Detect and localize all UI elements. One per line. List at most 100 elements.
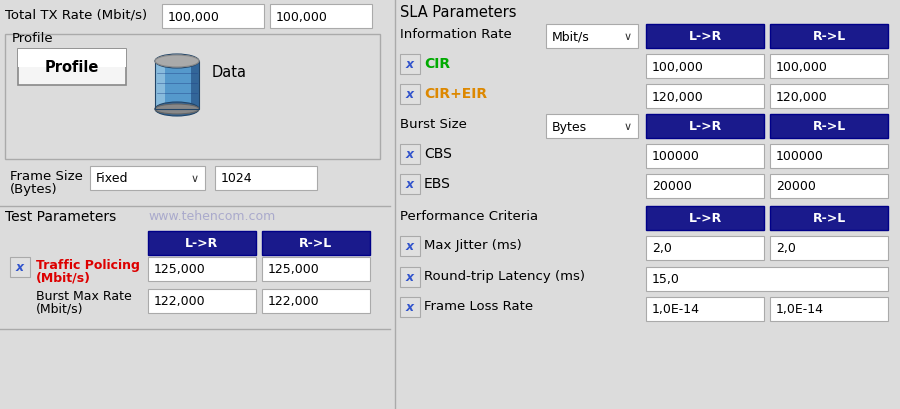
Bar xyxy=(215,166,317,191)
Text: 100000: 100000 xyxy=(652,150,700,163)
Text: x: x xyxy=(406,240,414,253)
Bar xyxy=(546,115,638,139)
Text: 2,0: 2,0 xyxy=(652,242,672,255)
Text: x: x xyxy=(406,178,414,191)
Text: 1,0E-14: 1,0E-14 xyxy=(652,303,700,316)
Text: R->L: R->L xyxy=(813,120,846,133)
Text: Burst Max Rate: Burst Max Rate xyxy=(36,289,131,302)
Text: www.tehencom.com: www.tehencom.com xyxy=(148,209,275,222)
Text: 20000: 20000 xyxy=(652,180,692,193)
Text: 15,0: 15,0 xyxy=(652,273,680,286)
Bar xyxy=(90,166,205,191)
Bar xyxy=(770,236,888,261)
Bar xyxy=(546,25,638,49)
Bar xyxy=(262,231,370,255)
Bar xyxy=(770,145,888,169)
Text: Test Parameters: Test Parameters xyxy=(5,209,116,223)
Text: R->L: R->L xyxy=(813,212,846,225)
Text: (Mbit/s): (Mbit/s) xyxy=(36,302,84,315)
Bar xyxy=(5,35,380,160)
Text: 100000: 100000 xyxy=(776,150,824,163)
Text: 120,000: 120,000 xyxy=(776,90,828,103)
Bar xyxy=(646,236,764,261)
Text: R->L: R->L xyxy=(813,30,846,43)
Bar xyxy=(646,207,764,230)
Text: x: x xyxy=(406,148,414,161)
Text: 120,000: 120,000 xyxy=(652,90,704,103)
Text: Fixed: Fixed xyxy=(96,172,129,185)
Text: L->R: L->R xyxy=(688,212,722,225)
Bar xyxy=(646,55,764,79)
Text: Performance Criteria: Performance Criteria xyxy=(400,209,538,222)
Text: L->R: L->R xyxy=(688,30,722,43)
Text: x: x xyxy=(406,88,414,101)
Bar xyxy=(148,257,256,281)
Text: 1,0E-14: 1,0E-14 xyxy=(776,303,824,316)
Text: x: x xyxy=(406,58,414,71)
Text: Traffic Policing: Traffic Policing xyxy=(36,258,140,271)
Text: Total TX Rate (Mbit/s): Total TX Rate (Mbit/s) xyxy=(5,8,147,21)
Text: 100,000: 100,000 xyxy=(776,61,828,73)
Text: 20000: 20000 xyxy=(776,180,816,193)
Text: Mbit/s: Mbit/s xyxy=(552,30,590,43)
Bar xyxy=(148,231,256,255)
Bar xyxy=(10,257,30,277)
Text: 125,000: 125,000 xyxy=(268,263,320,276)
Text: Burst Size: Burst Size xyxy=(400,118,467,131)
Bar xyxy=(770,115,888,139)
Text: (Bytes): (Bytes) xyxy=(10,182,58,196)
Bar xyxy=(646,267,888,291)
Bar xyxy=(400,85,420,105)
Text: 2,0: 2,0 xyxy=(776,242,796,255)
Bar xyxy=(646,85,764,109)
Bar xyxy=(646,25,764,49)
Text: Information Rate: Information Rate xyxy=(400,28,512,41)
Text: 100,000: 100,000 xyxy=(652,61,704,73)
Text: ∨: ∨ xyxy=(624,122,632,132)
Ellipse shape xyxy=(155,55,199,69)
Bar xyxy=(770,25,888,49)
Bar xyxy=(400,55,420,75)
Bar xyxy=(162,5,264,29)
Text: CBS: CBS xyxy=(424,147,452,161)
Bar xyxy=(155,62,165,110)
Text: EBS: EBS xyxy=(424,177,451,191)
Text: CIR+EIR: CIR+EIR xyxy=(424,87,487,101)
Text: Round-trip Latency (ms): Round-trip Latency (ms) xyxy=(424,270,585,282)
Text: R->L: R->L xyxy=(300,237,333,250)
Ellipse shape xyxy=(155,56,199,68)
Text: x: x xyxy=(406,271,414,284)
Bar xyxy=(18,50,126,68)
Ellipse shape xyxy=(155,103,199,117)
Text: SLA Parameters: SLA Parameters xyxy=(400,5,517,20)
Bar xyxy=(646,175,764,198)
Text: Data: Data xyxy=(212,65,247,80)
Text: x: x xyxy=(406,301,414,314)
Bar xyxy=(400,267,420,287)
Bar xyxy=(770,55,888,79)
Bar xyxy=(646,145,764,169)
Bar xyxy=(646,297,764,321)
Text: 125,000: 125,000 xyxy=(154,263,206,276)
Text: ∨: ∨ xyxy=(624,32,632,42)
Text: Frame Size: Frame Size xyxy=(10,170,83,182)
Text: Max Jitter (ms): Max Jitter (ms) xyxy=(424,238,522,252)
Text: L->R: L->R xyxy=(688,120,722,133)
Bar xyxy=(770,85,888,109)
Text: 122,000: 122,000 xyxy=(154,295,205,308)
Text: x: x xyxy=(16,261,24,274)
Bar xyxy=(400,175,420,195)
Bar xyxy=(770,207,888,230)
Ellipse shape xyxy=(155,105,199,115)
Bar xyxy=(155,62,199,110)
Text: 1024: 1024 xyxy=(221,172,253,185)
Text: CIR: CIR xyxy=(424,57,450,71)
Bar xyxy=(400,297,420,317)
Text: Frame Loss Rate: Frame Loss Rate xyxy=(424,299,533,312)
Text: 100,000: 100,000 xyxy=(168,11,220,23)
Bar xyxy=(191,62,199,110)
Text: L->R: L->R xyxy=(185,237,219,250)
Text: Bytes: Bytes xyxy=(552,120,587,133)
Bar xyxy=(400,236,420,256)
Bar xyxy=(400,145,420,164)
